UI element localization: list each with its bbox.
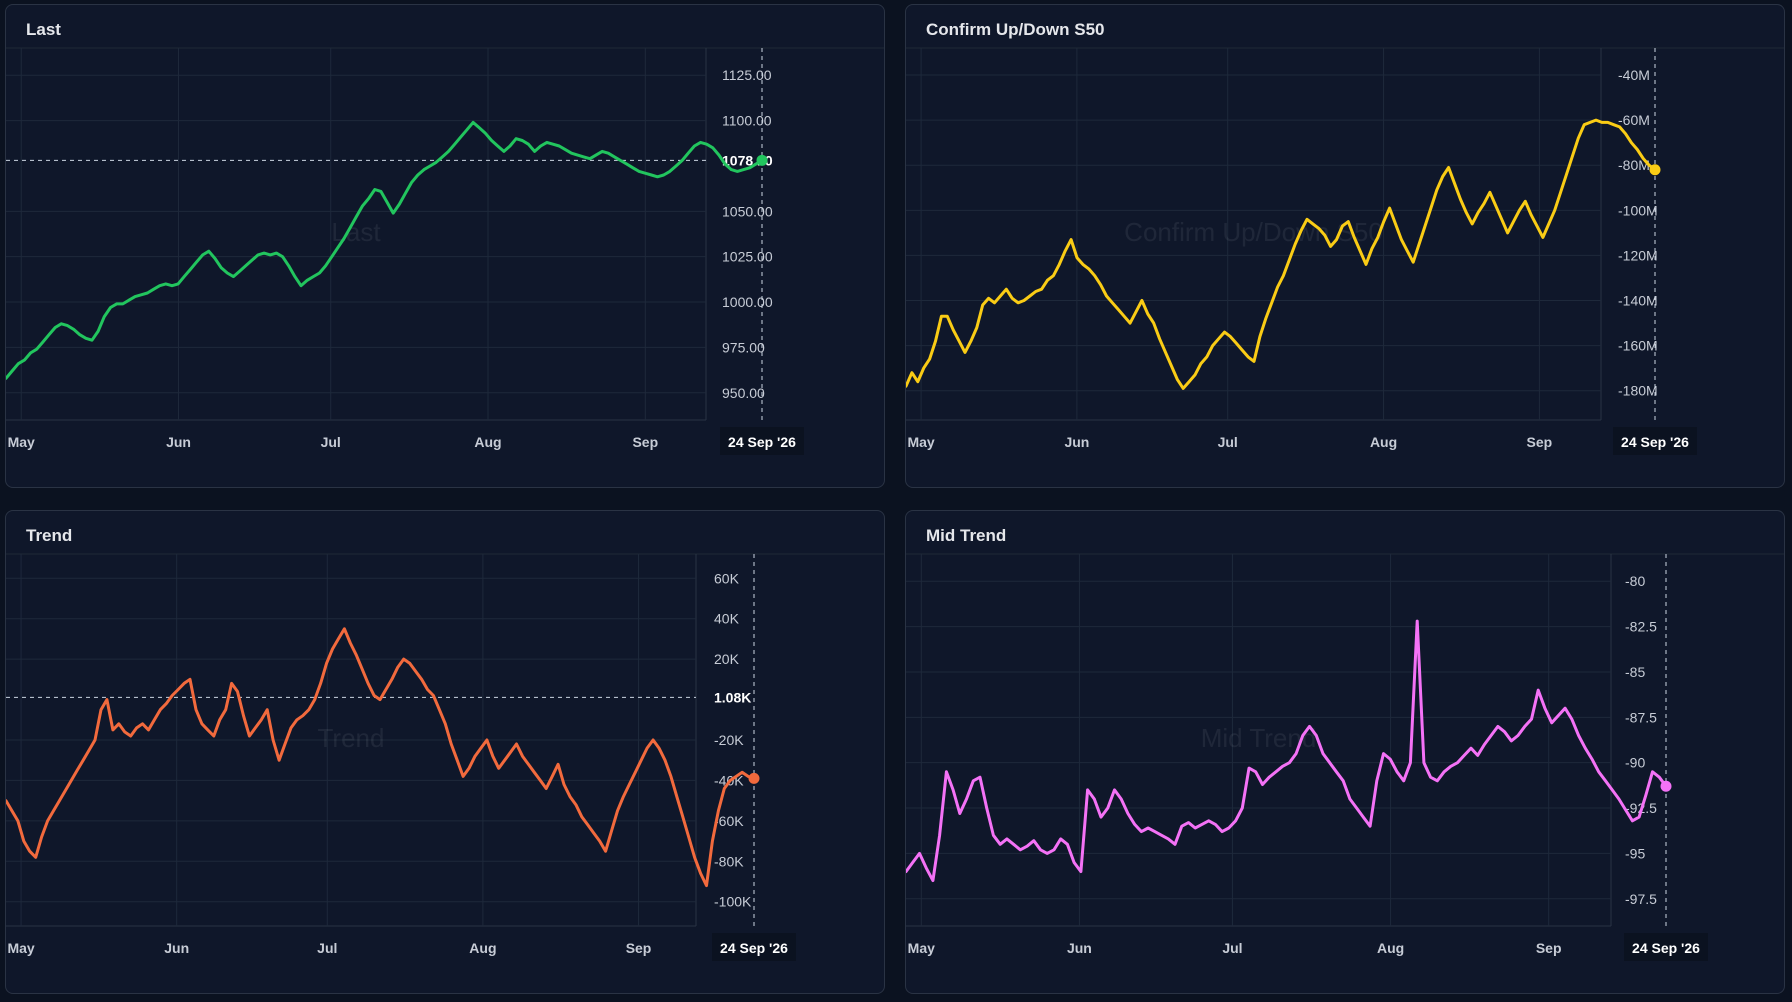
series-line: [6, 120, 764, 380]
x-crosshair-label: 24 Sep '26: [1621, 434, 1689, 450]
y-tick-label: -140M: [1618, 293, 1658, 309]
last-point-marker: [1649, 164, 1661, 176]
x-tick-label: Jun: [1067, 940, 1092, 956]
y-tick-label: 1100.00: [722, 113, 772, 129]
last-point-marker: [748, 772, 760, 784]
y-tick-label: -20K: [714, 732, 744, 748]
x-crosshair-label: 24 Sep '26: [720, 940, 788, 956]
x-tick-label: Aug: [1370, 434, 1397, 450]
y-tick-label: -97.5: [1625, 891, 1657, 907]
chart-watermark: Confirm Up/Down S50: [1124, 217, 1383, 247]
y-tick-label: 1000.00: [722, 294, 773, 310]
x-crosshair-label-bg: [1613, 427, 1697, 455]
series-line: [906, 118, 1657, 390]
y-tick-label: -95: [1625, 845, 1645, 861]
x-tick-label: Jul: [317, 940, 337, 956]
series-line: [6, 627, 756, 888]
x-crosshair-label: 24 Sep '26: [728, 434, 796, 450]
x-tick-label: Aug: [1377, 940, 1404, 956]
chart-panel-mid-trend: Mid Trend -80 -82.5 -85 -87.5 -90 -92.5 -95 -97…: [905, 510, 1785, 994]
y-tick-label: -90: [1625, 755, 1645, 771]
x-crosshair-label-bg: [712, 933, 796, 961]
y-tick-label: -87.5: [1625, 709, 1657, 725]
x-tick-label: Aug: [474, 434, 501, 450]
x-tick-label: May: [8, 434, 35, 450]
series-line: [906, 619, 1668, 883]
x-tick-label: Jun: [1064, 434, 1089, 450]
y-crosshair-label: 1.08K: [714, 689, 751, 705]
chart-panel-trend: Trend 60K 40K 20K 1.08K -20K -40K -60K -80K -100…: [5, 510, 885, 994]
chart-title: Last: [26, 20, 61, 39]
y-tick-label: 975.00: [722, 339, 765, 355]
y-tick-label: 40K: [714, 611, 740, 627]
chart-svg[interactable]: -40M -60M -80M -100M -120M -140M -160M -180M May…: [906, 5, 1785, 488]
y-tick-label: 950.00: [722, 385, 765, 401]
y-tick-label: -100M: [1618, 202, 1658, 218]
x-tick-label: Jul: [321, 434, 341, 450]
x-tick-label: May: [7, 940, 34, 956]
y-tick-label: 60K: [714, 570, 740, 586]
chart-watermark: Trend: [318, 723, 385, 753]
chart-title: Confirm Up/Down S50: [926, 20, 1105, 39]
x-tick-label: Jun: [166, 434, 191, 450]
x-tick-label: Jul: [1222, 940, 1242, 956]
chart-panel-last: Last 1125.00 1100.00 1078.10 1050.00 1025.00…: [5, 4, 885, 488]
y-tick-label: -60K: [714, 813, 744, 829]
x-tick-label: Sep: [1527, 434, 1553, 450]
x-tick-label: Aug: [469, 940, 496, 956]
chart-svg[interactable]: 1125.001100.001078.101050.001025.001000.…: [6, 5, 885, 488]
x-tick-label: Jul: [1218, 434, 1238, 450]
chart-watermark: Last: [331, 217, 381, 247]
y-tick-label: -80K: [714, 853, 744, 869]
y-tick-label: -80M: [1618, 157, 1650, 173]
y-tick-label: -82.5: [1625, 619, 1657, 635]
x-tick-label: May: [907, 434, 934, 450]
y-tick-label: 1025.00: [722, 249, 773, 265]
x-tick-label: Sep: [1536, 940, 1562, 956]
chart-title: Trend: [26, 526, 73, 545]
y-tick-label: -100K: [714, 894, 752, 910]
x-crosshair-label-bg: [720, 427, 804, 455]
last-point-marker: [756, 154, 768, 166]
y-tick-label: -120M: [1618, 247, 1658, 263]
y-tick-label: -180M: [1618, 383, 1658, 399]
x-crosshair-label: 24 Sep '26: [1632, 940, 1700, 956]
y-tick-label: -40M: [1618, 67, 1650, 83]
x-tick-label: May: [908, 940, 935, 956]
y-tick-label: 20K: [714, 651, 740, 667]
chart-title: Mid Trend: [926, 526, 1007, 545]
x-tick-label: Sep: [626, 940, 652, 956]
x-tick-label: Jun: [164, 940, 189, 956]
y-tick-label: -60M: [1618, 112, 1650, 128]
y-tick-label: 1125.00: [722, 67, 772, 83]
y-tick-label: 1050.00: [722, 203, 773, 219]
chart-panel-confirm-updown: Confirm Up/Down S50 -40M -60M -80M -100M -12…: [905, 4, 1785, 488]
x-crosshair-label-bg: [1624, 933, 1708, 961]
y-tick-label: -85: [1625, 664, 1645, 680]
y-tick-label: -80: [1625, 573, 1645, 589]
x-tick-label: Sep: [632, 434, 658, 450]
y-tick-label: -160M: [1618, 338, 1658, 354]
last-point-marker: [1660, 780, 1672, 792]
